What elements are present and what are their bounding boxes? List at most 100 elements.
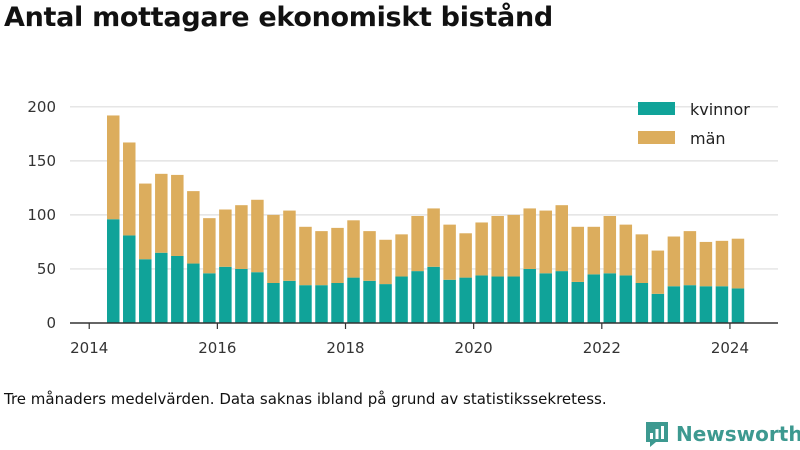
bar-man bbox=[395, 234, 408, 277]
bar-kvinnor bbox=[539, 273, 552, 323]
bar-man bbox=[267, 214, 280, 283]
bar-man bbox=[107, 115, 120, 220]
bar-man bbox=[219, 209, 232, 267]
y-axis-tick-labels: 0 50 100 150 200 bbox=[27, 98, 56, 332]
bar-kvinnor bbox=[107, 219, 120, 323]
footnote: Tre månaders medelvärden. Data saknas ib… bbox=[4, 390, 607, 408]
y-tick-label: 100 bbox=[27, 206, 56, 224]
bar-kvinnor bbox=[459, 277, 472, 323]
bar-kvinnor bbox=[507, 276, 520, 323]
y-tick-label: 150 bbox=[27, 152, 56, 170]
bar-man bbox=[155, 173, 168, 253]
bar-kvinnor bbox=[571, 281, 585, 323]
bar-kvinnor bbox=[427, 266, 440, 323]
legend-swatch-man bbox=[638, 131, 675, 144]
bar-man bbox=[235, 205, 248, 269]
bar-man bbox=[539, 210, 552, 274]
x-axis-ticks: 2014 2016 2018 2020 2022 2024 bbox=[70, 323, 749, 357]
bar-kvinnor bbox=[651, 293, 665, 323]
bar-kvinnor bbox=[347, 277, 360, 323]
bar-kvinnor bbox=[315, 285, 328, 323]
bar-kvinnor bbox=[587, 274, 601, 323]
bar-man bbox=[475, 222, 488, 276]
x-tick-label: 2014 bbox=[70, 339, 108, 357]
bar-kvinnor bbox=[155, 252, 168, 323]
bar-kvinnor bbox=[331, 283, 344, 323]
bar-kvinnor bbox=[283, 280, 296, 323]
legend-swatch-kvinnor bbox=[638, 102, 675, 115]
x-tick-label: 2024 bbox=[711, 339, 749, 357]
bar-man bbox=[635, 234, 649, 283]
bar-man bbox=[123, 142, 136, 236]
bar-man bbox=[363, 231, 376, 281]
bar-man bbox=[331, 227, 344, 284]
bar-man bbox=[315, 231, 328, 286]
bar-man bbox=[555, 205, 568, 272]
legend: kvinnor män bbox=[638, 100, 750, 148]
bar-man bbox=[571, 226, 585, 282]
legend-label-kvinnor: kvinnor bbox=[690, 100, 750, 119]
bar-man bbox=[443, 224, 456, 280]
bar-man bbox=[171, 174, 184, 256]
y-tick-label: 50 bbox=[37, 260, 56, 278]
x-tick-label: 2022 bbox=[583, 339, 621, 357]
y-tick-label: 200 bbox=[27, 98, 56, 116]
chart-title: Antal mottagare ekonomiskt bistånd bbox=[4, 2, 553, 33]
bar-man bbox=[587, 226, 601, 275]
y-tick-label: 0 bbox=[46, 314, 56, 332]
bar-man bbox=[715, 240, 729, 287]
bar-kvinnor bbox=[203, 273, 216, 323]
bar-kvinnor bbox=[395, 276, 408, 323]
bar-kvinnor bbox=[299, 285, 312, 323]
bar-man bbox=[491, 215, 504, 277]
bar-man bbox=[731, 238, 745, 289]
bar-kvinnor bbox=[235, 268, 248, 323]
bar-man bbox=[523, 208, 536, 269]
bar-man bbox=[507, 214, 520, 277]
bar-kvinnor bbox=[379, 284, 392, 323]
bar-kvinnor bbox=[171, 255, 184, 323]
bar-man bbox=[251, 199, 264, 273]
x-tick-label: 2016 bbox=[198, 339, 236, 357]
bar-man bbox=[603, 215, 617, 274]
bar-man bbox=[699, 241, 713, 287]
bar-kvinnor bbox=[411, 271, 424, 323]
bar-kvinnor bbox=[555, 271, 568, 323]
bar-kvinnor bbox=[523, 268, 536, 323]
stacked-bar-chart: 0 50 100 150 200 2014 2016 2018 2020 2022 2024 kv… bbox=[27, 98, 778, 357]
bar-kvinnor bbox=[363, 280, 376, 323]
bar-kvinnor bbox=[715, 286, 729, 323]
bar-man bbox=[347, 220, 360, 278]
bar-kvinnor bbox=[619, 275, 633, 323]
x-tick-label: 2018 bbox=[326, 339, 364, 357]
bar-kvinnor bbox=[699, 286, 713, 323]
bar-man bbox=[459, 233, 472, 278]
bar-man bbox=[299, 226, 312, 286]
bar-kvinnor bbox=[475, 275, 488, 323]
bar-kvinnor bbox=[731, 288, 745, 323]
bar-man bbox=[139, 183, 152, 260]
bar-man bbox=[427, 208, 440, 267]
legend-label-man: män bbox=[690, 129, 726, 148]
bar-man bbox=[619, 224, 633, 276]
newsworthy-logo-icon bbox=[646, 422, 668, 447]
bar-kvinnor bbox=[635, 283, 649, 323]
bar-man bbox=[411, 215, 424, 272]
bar-man bbox=[667, 236, 681, 287]
bar-kvinnor bbox=[251, 272, 264, 323]
brand-name: Newsworthy bbox=[676, 422, 800, 446]
bar-man bbox=[203, 218, 216, 274]
bar-man bbox=[651, 250, 665, 294]
bar-kvinnor bbox=[219, 266, 232, 323]
bar-man bbox=[187, 191, 200, 264]
bar-man bbox=[683, 231, 697, 286]
bars bbox=[107, 115, 745, 323]
bar-kvinnor bbox=[123, 235, 136, 323]
brand-logo: Newsworthy bbox=[644, 420, 800, 448]
x-tick-label: 2020 bbox=[455, 339, 493, 357]
bar-kvinnor bbox=[443, 279, 456, 323]
bar-kvinnor bbox=[139, 259, 152, 323]
bar-kvinnor bbox=[267, 283, 280, 323]
bar-man bbox=[283, 210, 296, 281]
bar-kvinnor bbox=[491, 276, 504, 323]
